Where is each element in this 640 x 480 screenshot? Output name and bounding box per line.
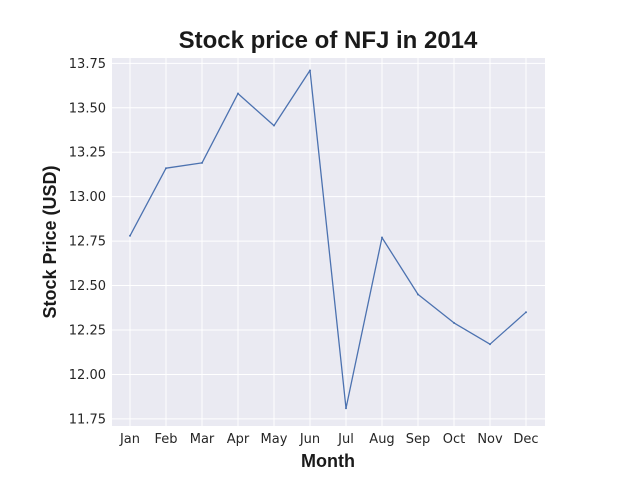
x-tick-label: Dec [513,432,538,447]
x-tick-label: Sep [406,432,431,447]
data-point [309,69,311,71]
y-tick-label: 12.50 [69,279,106,294]
x-axis-title: Month [301,451,355,471]
data-point [345,407,347,409]
y-tick-label: 13.00 [69,190,106,205]
y-tick-label: 13.75 [69,57,106,72]
data-point [201,162,203,164]
y-tick-label: 11.75 [69,412,106,427]
data-point [165,167,167,169]
data-point [273,125,275,127]
x-tick-label: Nov [477,432,503,447]
x-tick-label: Mar [190,432,215,447]
y-tick-label: 12.00 [69,368,106,383]
y-tick-label: 12.75 [69,235,106,250]
y-axis-ticks: 11.75 12.00 12.25 12.50 12.75 13.00 13.25 13.50… [69,57,106,428]
x-tick-label: Jun [299,432,320,447]
data-point [489,343,491,345]
data-point [525,311,527,313]
x-tick-label: Jul [337,432,354,447]
chart-title: Stock price of NFJ in 2014 [179,27,478,54]
x-tick-label: Feb [154,432,177,447]
x-axis-ticks: Jan Feb Mar Apr May Jun Jul Aug Sep Oct Nov Dec [119,432,539,447]
x-tick-label: Jan [119,432,140,447]
y-axis-title: Stock Price (USD) [40,165,60,318]
x-tick-label: Oct [443,432,465,447]
data-point [237,93,239,95]
x-tick-label: May [261,432,288,447]
y-tick-label: 12.25 [69,324,106,339]
data-point [381,237,383,239]
data-point [453,322,455,324]
y-tick-label: 13.50 [69,101,106,116]
data-point [417,293,419,295]
x-tick-label: Aug [369,432,394,447]
data-point [129,235,131,237]
y-tick-label: 13.25 [69,146,106,161]
x-tick-label: Apr [227,432,250,447]
